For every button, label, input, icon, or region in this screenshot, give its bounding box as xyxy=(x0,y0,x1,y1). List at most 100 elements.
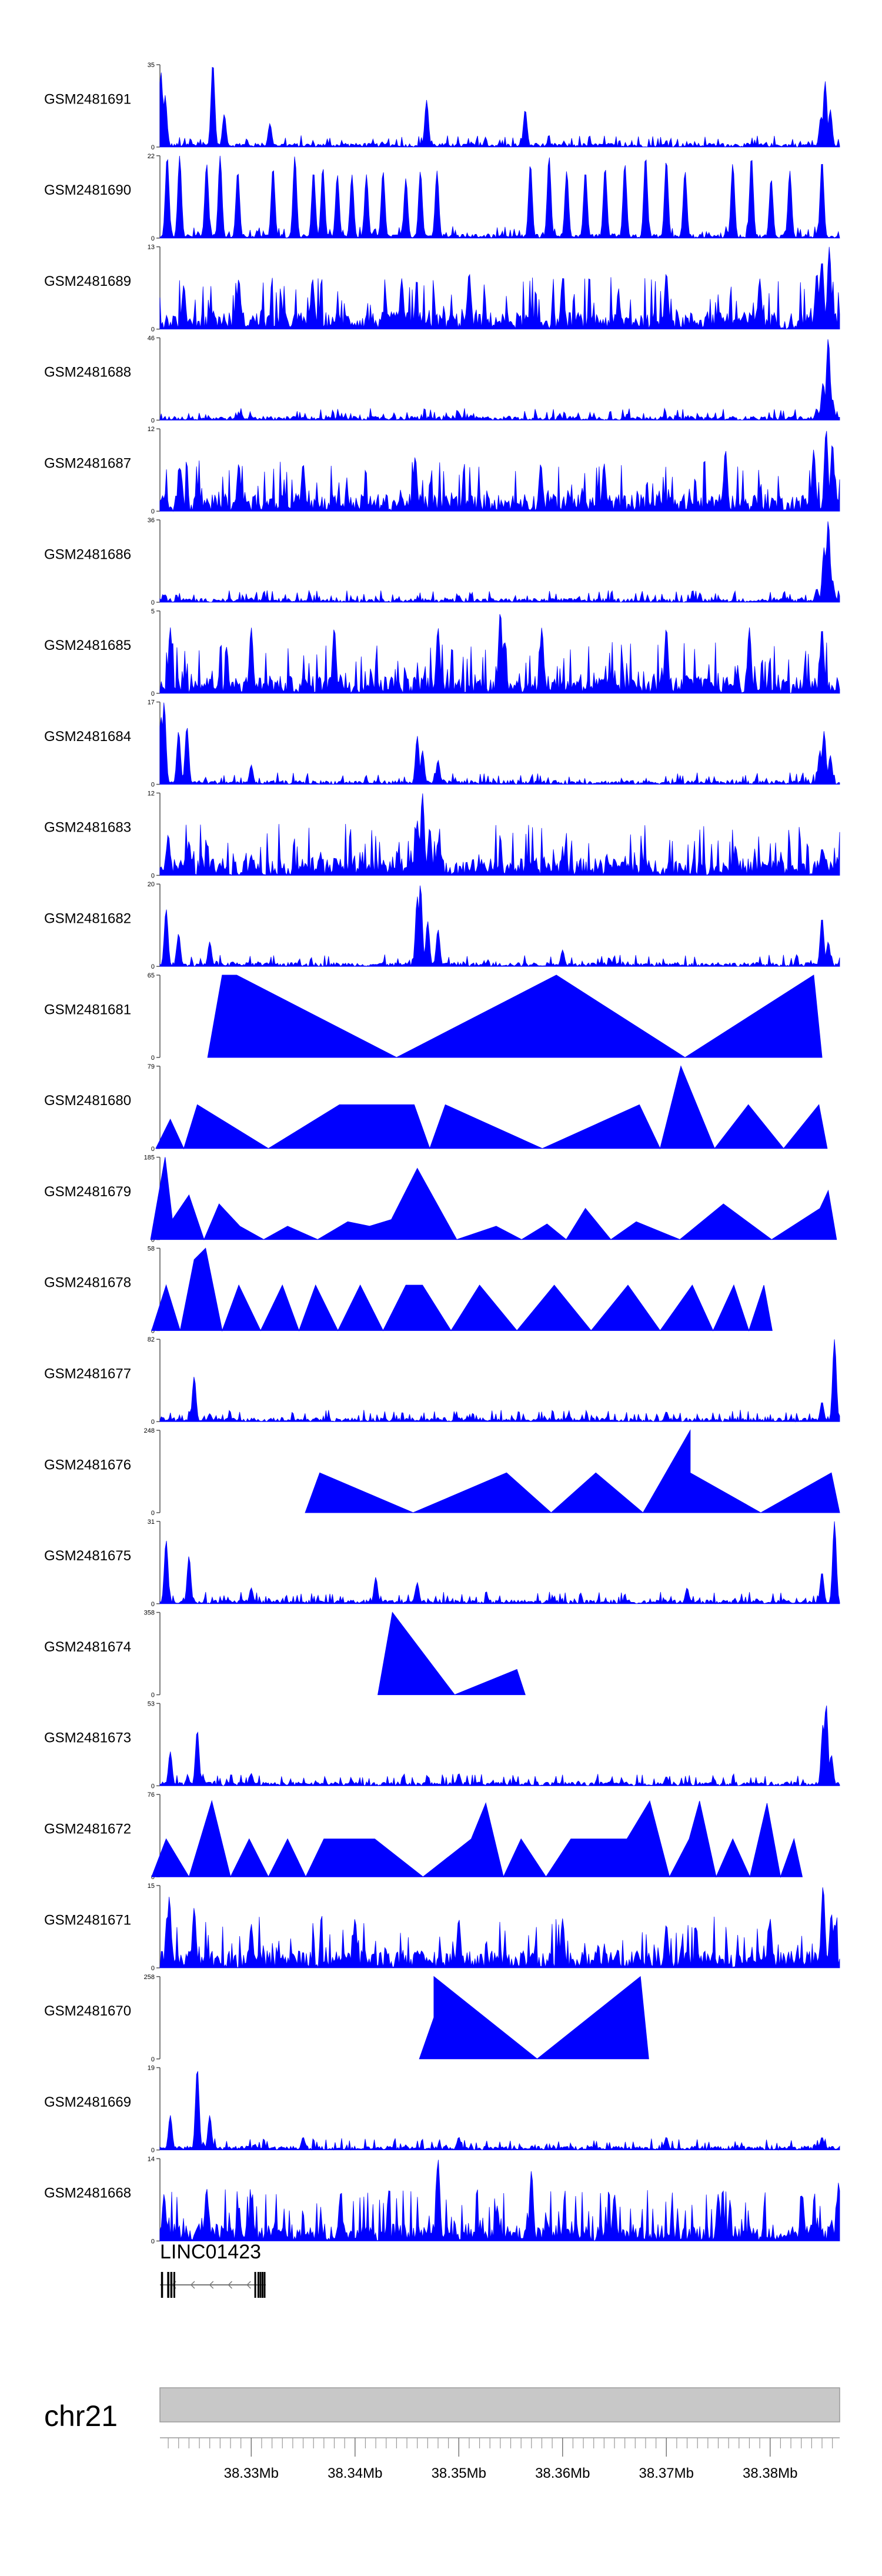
track-label: GSM2481685 xyxy=(44,638,131,653)
y-max-label: 79 xyxy=(148,1063,155,1070)
gene-exon xyxy=(254,2272,256,2298)
y-zero-label: 0 xyxy=(151,1327,155,1334)
track-label: GSM2481674 xyxy=(44,1639,131,1655)
gene-exon xyxy=(263,2272,266,2298)
y-zero-label: 0 xyxy=(151,2238,155,2245)
y-zero-label: 0 xyxy=(151,1874,155,1881)
track-label: GSM2481689 xyxy=(44,273,131,289)
y-zero-label: 0 xyxy=(151,417,155,424)
y-max-label: 12 xyxy=(148,426,155,433)
y-zero-label: 0 xyxy=(151,963,155,970)
coverage-area xyxy=(159,521,840,603)
y-max-label: 53 xyxy=(148,1700,155,1707)
y-max-label: 358 xyxy=(144,1610,155,1617)
track-label: GSM2481672 xyxy=(44,1821,131,1837)
coverage-area xyxy=(377,1611,526,1696)
coverage-area xyxy=(419,1976,649,2060)
y-zero-label: 0 xyxy=(151,1510,155,1517)
y-max-label: 65 xyxy=(148,972,155,979)
y-max-label: 20 xyxy=(148,881,155,888)
y-max-label: 15 xyxy=(148,1883,155,1890)
track-label: GSM2481668 xyxy=(44,2185,131,2201)
track-label: GSM2481683 xyxy=(44,820,131,836)
coverage-area xyxy=(151,1247,773,1332)
y-zero-label: 0 xyxy=(151,2056,155,2063)
track-label: GSM2481679 xyxy=(44,1184,131,1200)
track-label: GSM2481686 xyxy=(44,546,131,562)
track-label: GSM2481671 xyxy=(44,1912,131,1928)
track-label: GSM2481675 xyxy=(44,1548,131,1564)
track-label: GSM2481691 xyxy=(44,91,131,107)
coverage-area xyxy=(150,1157,837,1241)
y-max-label: 82 xyxy=(148,1336,155,1343)
x-tick-label: 38.33Mb xyxy=(224,2465,279,2481)
strand-arrow xyxy=(246,2281,251,2289)
y-max-label: 12 xyxy=(148,790,155,797)
coverage-area xyxy=(159,2160,840,2241)
y-zero-label: 0 xyxy=(151,1692,155,1699)
y-zero-label: 0 xyxy=(151,690,155,698)
gene-exon xyxy=(167,2272,169,2298)
coverage-area xyxy=(159,431,840,512)
x-tick-label: 38.35Mb xyxy=(432,2465,486,2481)
track-label: GSM2481688 xyxy=(44,365,131,381)
coverage-area xyxy=(155,1065,828,1150)
coverage-area xyxy=(159,1339,840,1423)
gene-exon xyxy=(261,2272,263,2298)
y-zero-label: 0 xyxy=(151,326,155,333)
y-max-label: 31 xyxy=(148,1519,155,1526)
coverage-area xyxy=(159,339,840,421)
y-max-label: 36 xyxy=(148,517,155,524)
coverage-area xyxy=(159,702,840,785)
coverage-area xyxy=(159,793,840,876)
track-label: GSM2481677 xyxy=(44,1366,131,1382)
x-tick-label: 38.38Mb xyxy=(743,2465,797,2481)
x-tick-label: 38.37Mb xyxy=(639,2465,694,2481)
track-label: GSM2481684 xyxy=(44,729,131,745)
y-zero-label: 0 xyxy=(151,1419,155,1426)
chromosome-label: chr21 xyxy=(44,2400,118,2432)
y-zero-label: 0 xyxy=(151,782,155,789)
gene-exon xyxy=(257,2272,259,2298)
y-max-label: 258 xyxy=(144,1974,155,1981)
y-zero-label: 0 xyxy=(151,599,155,606)
x-tick-label: 38.36Mb xyxy=(535,2465,590,2481)
track-label: GSM2481681 xyxy=(44,1002,131,1017)
y-zero-label: 0 xyxy=(151,1237,155,1244)
gene-exon xyxy=(259,2272,262,2298)
coverage-area xyxy=(159,155,840,239)
coverage-area xyxy=(159,2071,840,2151)
track-label: GSM2481676 xyxy=(44,1457,131,1473)
coverage-area xyxy=(159,246,840,330)
strand-arrow xyxy=(209,2281,214,2289)
y-max-label: 5 xyxy=(151,608,155,615)
coverage-area xyxy=(159,1521,840,1604)
coverage-area xyxy=(159,1705,840,1787)
y-zero-label: 0 xyxy=(151,1146,155,1153)
track-label: GSM2481687 xyxy=(44,456,131,472)
strand-arrow xyxy=(190,2281,195,2289)
track-label: GSM2481690 xyxy=(44,182,131,198)
coverage-area xyxy=(151,1800,803,1878)
coverage-area xyxy=(207,975,823,1058)
y-zero-label: 0 xyxy=(151,508,155,515)
chromosome-ideogram xyxy=(159,2387,840,2422)
gene-exon xyxy=(161,2272,163,2298)
y-max-label: 58 xyxy=(148,1245,155,1252)
y-max-label: 35 xyxy=(148,62,155,69)
y-max-label: 17 xyxy=(148,699,155,706)
y-zero-label: 0 xyxy=(151,1601,155,1608)
track-label: GSM2481673 xyxy=(44,1730,131,1746)
coverage-area xyxy=(159,614,840,694)
y-max-label: 19 xyxy=(148,2065,155,2072)
y-zero-label: 0 xyxy=(151,235,155,242)
track-label: GSM2481670 xyxy=(44,2003,131,2019)
track-label: GSM2481678 xyxy=(44,1275,131,1291)
coverage-area xyxy=(159,1887,840,1968)
gene-exon xyxy=(170,2272,173,2298)
y-max-label: 46 xyxy=(148,335,155,342)
gene-name: LINC01423 xyxy=(160,2241,261,2263)
y-max-label: 14 xyxy=(148,2155,155,2163)
y-zero-label: 0 xyxy=(151,1783,155,1790)
